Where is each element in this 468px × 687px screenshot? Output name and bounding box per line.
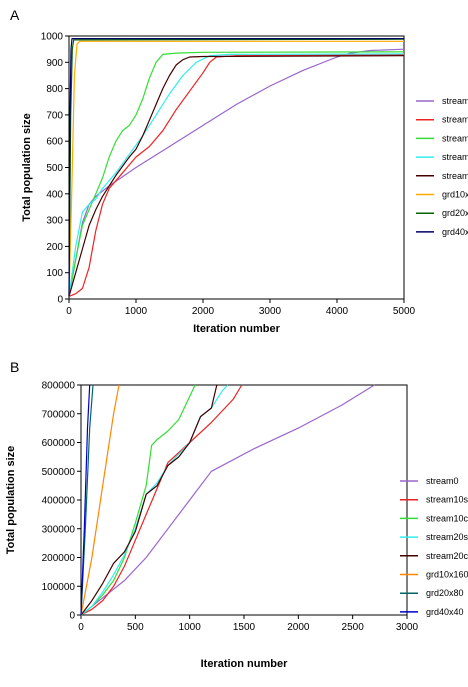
panel-b-legend-entry-grd40x40: grd40x40 — [426, 607, 464, 617]
panel-a-y-tick-label: 400 — [46, 189, 63, 200]
panel-a-y-tick-label: 1000 — [41, 32, 64, 43]
panel-a-y-tick-label: 300 — [46, 216, 63, 227]
panel-b-legend-entry-stream20c: stream20c — [426, 551, 468, 561]
panel-a-y-tick-label: 900 — [46, 58, 63, 69]
panel-b-series-line-grd40x40 — [80, 384, 91, 616]
panel-b-series-line-stream10s — [80, 384, 243, 616]
panel-a-y-tick-label: 600 — [46, 137, 63, 148]
panel-a-x-tick-label: 1000 — [125, 306, 148, 317]
panel-a-y-axis-label: Total population size — [21, 113, 33, 222]
panel-b-legend-entry-stream10c: stream10c — [426, 513, 468, 523]
panel-a-legend-entry-stream20c: stream20c — [442, 171, 468, 181]
panel-b-x-tick-label: 0 — [78, 622, 84, 633]
panel-b-x-tick-label: 2500 — [342, 622, 365, 633]
panel-a-panel-label: A — [10, 7, 20, 23]
panel-a-x-axis-label: Iteration number — [193, 323, 281, 335]
panel-b-panel-label: B — [10, 359, 19, 375]
panel-a-y-tick-label: 700 — [46, 110, 63, 121]
panel-b-x-tick-label: 2000 — [287, 622, 310, 633]
panel-b-y-tick-label: 800000 — [42, 381, 76, 392]
panel-b-legend-entry-stream0: stream0 — [426, 476, 459, 486]
panel-a-x-tick-label: 0 — [66, 306, 72, 317]
panel-a-legend-entry-stream10s: stream10s — [442, 115, 468, 125]
panel-a-x-tick-label: 2000 — [192, 306, 215, 317]
panel-a-legend-entry-grd20x80: grd20x80 — [442, 208, 468, 218]
panel-b-y-tick-label: 500000 — [42, 467, 76, 478]
panel-b-y-tick-label: 600000 — [42, 438, 76, 449]
panel-b-y-tick-label: 700000 — [42, 409, 76, 420]
panel-a-legend-entry-grd40x40: grd40x40 — [442, 227, 468, 237]
panel-b-series-line-stream0 — [80, 384, 375, 616]
panel-b-x-axis-label: Iteration number — [201, 658, 289, 670]
panel-b-series-line-stream10c — [80, 384, 196, 616]
panel-a-x-tick-label: 5000 — [393, 306, 416, 317]
panel-a-legend-entry-grd10x160: grd10x160 — [442, 190, 468, 200]
panel-b-y-tick-label: 300000 — [42, 524, 76, 535]
panel-a-x-tick-label: 3000 — [259, 306, 282, 317]
panel-a-y-tick-label: 500 — [46, 163, 63, 174]
panel-b-x-tick-label: 500 — [127, 622, 144, 633]
panel-a-y-tick-label: 0 — [57, 295, 63, 306]
panel-b-legend-entry-grd20x80: grd20x80 — [426, 588, 464, 598]
panel-a-series-line-stream0 — [68, 48, 405, 297]
panel-a-series-line-stream20c — [68, 55, 405, 297]
panel-b-y-tick-label: 200000 — [42, 553, 76, 564]
panel-b-legend-entry-grd10x160: grd10x160 — [426, 570, 468, 580]
panel-b-y-tick-label: 0 — [69, 611, 75, 622]
panel-b-y-tick-label: 400000 — [42, 496, 76, 507]
panel-a-series-line-stream10c — [68, 51, 405, 297]
panel-a-y-tick-label: 100 — [46, 268, 63, 279]
panel-a-series-line-grd40x40 — [68, 37, 404, 297]
panel-a-legend-entry-stream20s: stream20s — [442, 152, 468, 162]
panel-a-series-line-stream10s — [68, 54, 405, 297]
panel-a-y-tick-label: 200 — [46, 242, 63, 253]
panel-b-y-tick-label: 100000 — [42, 582, 76, 593]
panel-b-y-axis-label: Total population size — [5, 446, 17, 555]
panel-a-series-line-grd10x160 — [68, 40, 404, 297]
panel-b-x-tick-label: 1000 — [179, 622, 202, 633]
panel-b-plot-frame — [80, 384, 408, 616]
panel-b-series-line-grd10x160 — [80, 384, 120, 616]
panel-b-x-tick-label: 1500 — [233, 622, 256, 633]
panel-a-series-line-stream20s — [68, 53, 405, 297]
panel-b-x-tick-label: 3000 — [396, 622, 419, 633]
panel-b-series-line-stream20s — [80, 384, 229, 616]
panel-a-legend-entry-stream0: stream0 — [442, 96, 468, 106]
panel-b-legend-entry-stream10s: stream10s — [426, 495, 468, 505]
panel-a-x-tick-label: 4000 — [326, 306, 349, 317]
panel-a-y-tick-label: 800 — [46, 84, 63, 95]
panel-b-series-line-stream20c — [80, 384, 218, 616]
panel-b-legend-entry-stream20s: stream20s — [426, 532, 468, 542]
panel-a-legend-entry-stream10c: stream10c — [442, 133, 468, 143]
